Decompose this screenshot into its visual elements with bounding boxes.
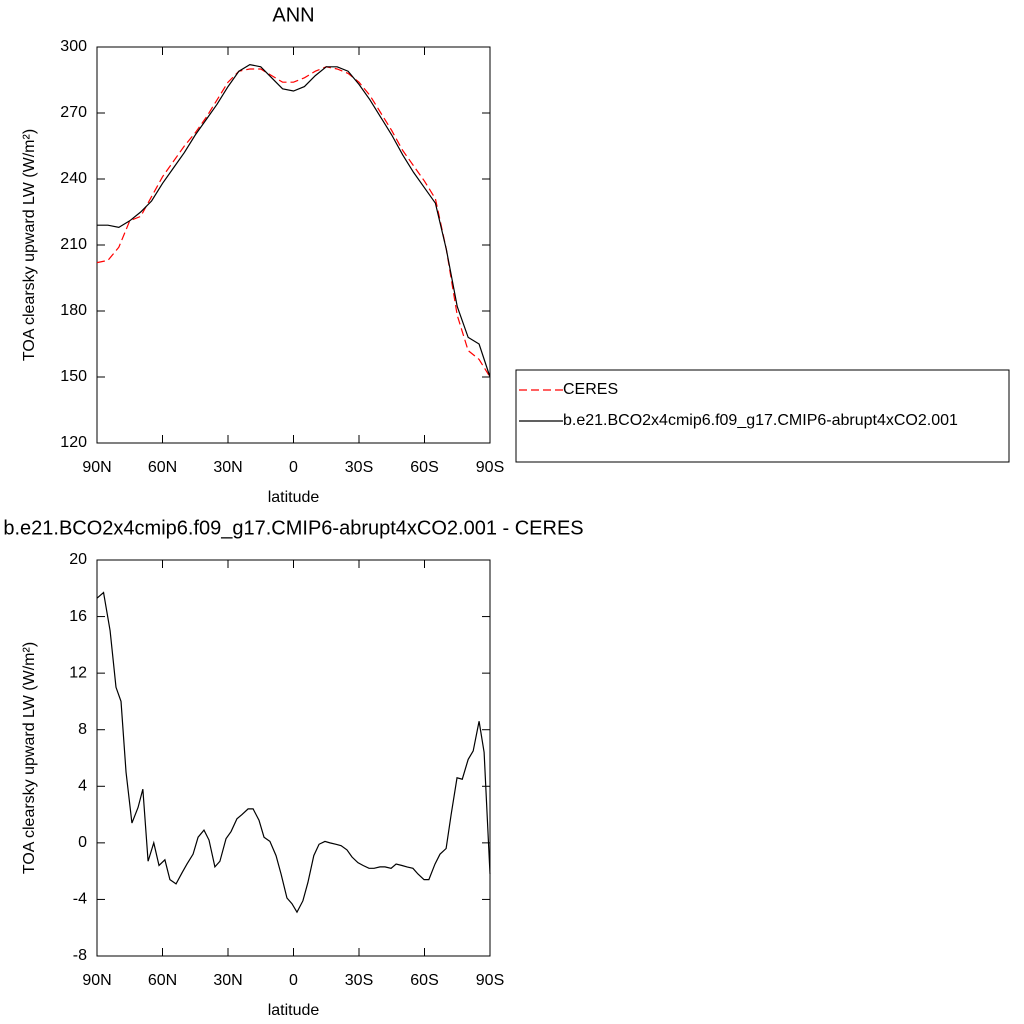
x-tick-label: 60N bbox=[148, 459, 177, 476]
data-line bbox=[96, 66, 491, 378]
y-tick-label: 20 bbox=[69, 551, 87, 568]
y-tick-label: 150 bbox=[60, 368, 87, 385]
legend-box bbox=[515, 369, 1010, 463]
y-axis-label: TOA clearsky upward LW (W/m²) bbox=[21, 129, 38, 361]
data-line bbox=[96, 591, 491, 914]
chart-title: ANN bbox=[272, 4, 314, 26]
legend-label: b.e21.BCO2x4cmip6.f09_g17.CMIP6-abrupt4x… bbox=[563, 412, 958, 429]
x-tick-label: 0 bbox=[289, 459, 298, 476]
y-tick-label: 4 bbox=[78, 778, 87, 795]
y-tick-label: 12 bbox=[69, 664, 87, 681]
x-tick-label: 90N bbox=[82, 972, 111, 989]
y-tick-label: 300 bbox=[60, 38, 87, 55]
x-tick-label: 60S bbox=[410, 972, 438, 989]
plot-frame bbox=[96, 46, 491, 444]
x-tick-label: 90S bbox=[476, 459, 504, 476]
y-tick-label: 16 bbox=[69, 608, 87, 625]
x-axis-label: latitude bbox=[268, 489, 320, 506]
x-tick-label: 0 bbox=[289, 972, 298, 989]
plot-frame bbox=[96, 559, 491, 957]
y-axis-label: TOA clearsky upward LW (W/m²) bbox=[21, 642, 38, 874]
chart-title: b.e21.BCO2x4cmip6.f09_g17.CMIP6-abrupt4x… bbox=[3, 517, 583, 539]
x-tick-label: 30S bbox=[345, 459, 373, 476]
y-tick-label: 8 bbox=[78, 721, 87, 738]
x-tick-label: 60S bbox=[410, 459, 438, 476]
y-tick-label: 0 bbox=[78, 834, 87, 851]
y-tick-label: 270 bbox=[60, 104, 87, 121]
y-tick-label: 240 bbox=[60, 170, 87, 187]
y-tick-label: -8 bbox=[73, 947, 87, 964]
y-tick-label: 210 bbox=[60, 236, 87, 253]
x-tick-label: 30S bbox=[345, 972, 373, 989]
y-tick-label: 120 bbox=[60, 434, 87, 451]
y-tick-label: 180 bbox=[60, 302, 87, 319]
data-line bbox=[97, 63, 491, 378]
x-tick-label: 60N bbox=[148, 972, 177, 989]
x-tick-label: 90N bbox=[82, 459, 111, 476]
x-tick-label: 30N bbox=[213, 459, 242, 476]
x-axis-label: latitude bbox=[268, 1002, 320, 1019]
legend-label: CERES bbox=[563, 381, 618, 398]
x-tick-label: 30N bbox=[213, 972, 242, 989]
y-tick-label: -4 bbox=[73, 891, 87, 908]
x-tick-label: 90S bbox=[476, 972, 504, 989]
